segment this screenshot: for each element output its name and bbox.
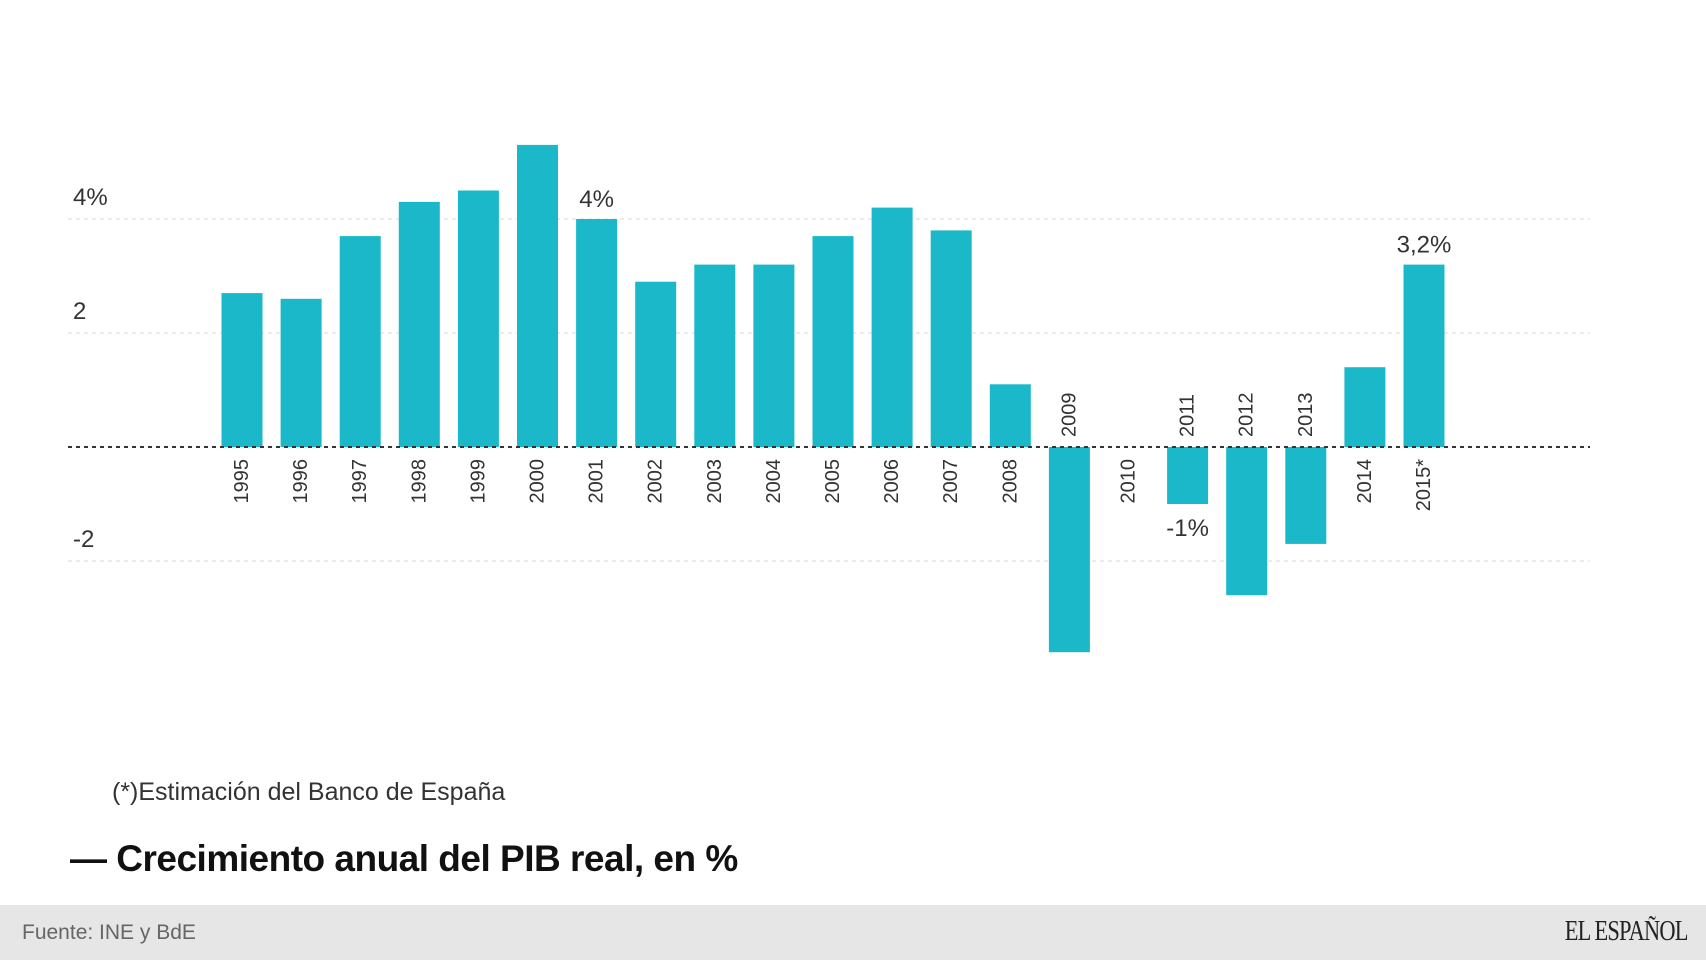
x-tick-label: 2006 bbox=[881, 459, 903, 504]
bar-1998 bbox=[398, 201, 440, 447]
bar-2005 bbox=[812, 236, 854, 447]
bar-2004 bbox=[753, 264, 795, 447]
x-tick-label: 2009 bbox=[1058, 393, 1080, 438]
bar-chart: 4% 2 -2 1995 1996 1997 1998 1999 2000 2001 2002 200… bbox=[68, 144, 1590, 653]
x-tick-label: 2005 bbox=[822, 459, 844, 504]
x-tick-label: 2001 bbox=[586, 459, 608, 504]
bar-2015* bbox=[1403, 264, 1445, 447]
bar-1996 bbox=[280, 298, 322, 447]
x-tick-label: 2008 bbox=[999, 459, 1021, 504]
x-tick-label: 2003 bbox=[704, 459, 726, 504]
y-tick-label: -2 bbox=[73, 526, 94, 553]
x-tick-label: 2002 bbox=[645, 459, 667, 504]
x-tick-label: 2007 bbox=[940, 459, 962, 504]
data-label: 3,2% bbox=[1397, 232, 1452, 259]
data-label: 4% bbox=[579, 186, 614, 213]
chart-title-text: Crecimiento anual del PIB real, en % bbox=[116, 838, 738, 879]
bar-2003 bbox=[694, 264, 736, 447]
bar-1995 bbox=[221, 293, 263, 447]
x-tick-label: 2004 bbox=[763, 459, 785, 504]
el-espanol-logo: EL ESPAÑOL bbox=[1565, 916, 1689, 947]
y-tick-label: 2 bbox=[73, 298, 86, 325]
y-tick-label: 4% bbox=[73, 184, 108, 211]
chart-note: (*)Estimación del Banco de España bbox=[112, 778, 506, 806]
bar-2009 bbox=[1048, 447, 1090, 653]
x-tick-label: 2000 bbox=[527, 459, 549, 504]
bar-2007 bbox=[930, 230, 972, 447]
bar-2008 bbox=[989, 384, 1031, 447]
bar-2006 bbox=[871, 207, 913, 447]
x-tick-label: 1999 bbox=[467, 459, 489, 504]
x-tick-label: 1996 bbox=[290, 459, 312, 504]
x-tick-label: 1997 bbox=[349, 459, 371, 504]
chart-title: — Crecimiento anual del PIB real, en % bbox=[70, 838, 738, 879]
x-tick-label: 2010 bbox=[1118, 459, 1140, 504]
bar-1999 bbox=[457, 190, 499, 447]
x-tick-label: 2015* bbox=[1413, 459, 1435, 511]
bar-2013 bbox=[1285, 447, 1327, 544]
source-text: Fuente: INE y BdE bbox=[22, 921, 196, 944]
x-tick-label: 1998 bbox=[408, 459, 430, 504]
x-tick-label: 2011 bbox=[1177, 394, 1199, 437]
bar-2011 bbox=[1167, 447, 1209, 504]
bar-1997 bbox=[339, 236, 381, 447]
bar-2002 bbox=[635, 281, 677, 447]
bar-2000 bbox=[517, 144, 558, 447]
footer: Fuente: INE y BdE EL ESPAÑOL bbox=[0, 905, 1706, 960]
bar-2014 bbox=[1344, 367, 1386, 447]
x-tick-label: 2014 bbox=[1354, 459, 1376, 504]
x-tick-label: 2013 bbox=[1295, 393, 1317, 438]
bar-2012 bbox=[1226, 447, 1268, 596]
data-label: -1% bbox=[1166, 515, 1209, 542]
x-tick-label: 2012 bbox=[1236, 393, 1258, 438]
x-tick-label: 1995 bbox=[231, 459, 253, 504]
bar-2001 bbox=[576, 219, 618, 447]
